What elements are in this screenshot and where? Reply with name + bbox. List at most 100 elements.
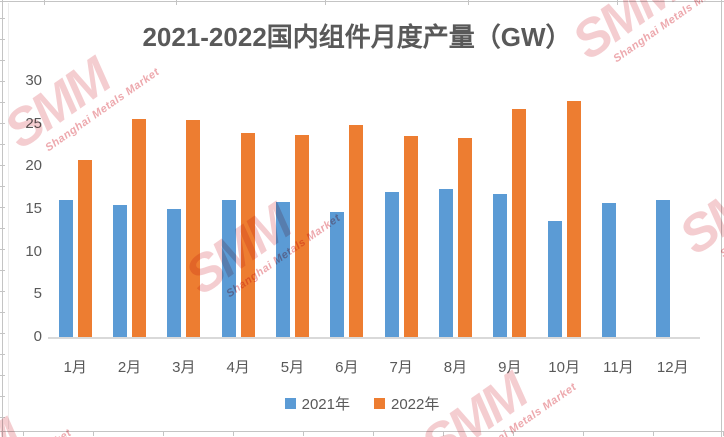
sheet-tick	[0, 396, 5, 397]
sheet-tick	[0, 354, 5, 355]
bar-2022年-6月[interactable]	[349, 125, 364, 337]
legend-swatch	[284, 397, 296, 409]
bar-2022年-8月[interactable]	[457, 138, 472, 337]
x-axis-label: 6月	[335, 359, 359, 376]
bar-2022年-2月[interactable]	[131, 119, 146, 337]
bar-2022年-9月[interactable]	[512, 109, 527, 337]
chart-area-border	[8, 3, 9, 429]
bar-group	[591, 81, 645, 337]
sheet-tick	[0, 186, 5, 187]
legend-swatch	[374, 397, 385, 409]
sheet-tick	[0, 207, 5, 208]
y-axis-label: 10	[25, 243, 42, 260]
sheet-tick	[373, 431, 374, 436]
legend-item-2021年[interactable]: 2021年	[284, 393, 350, 414]
sheet-tick	[0, 312, 5, 313]
bar-2021年-12月[interactable]	[656, 200, 671, 337]
bar-group	[102, 81, 156, 337]
bar-group	[483, 81, 537, 337]
bar-2021年-6月[interactable]	[330, 212, 345, 337]
x-axis-label: 1月	[63, 359, 87, 376]
sheet-tick	[0, 60, 5, 61]
sheet-tick	[653, 431, 654, 436]
bar-2021年-2月[interactable]	[112, 205, 127, 337]
bar-2021年-1月[interactable]	[58, 200, 73, 337]
plot-area	[48, 81, 700, 337]
sheet-tick	[0, 144, 5, 145]
sheet-tick	[0, 333, 5, 334]
sheet-tick	[0, 102, 5, 103]
sheet-tick	[0, 165, 5, 166]
legend-item-2022年[interactable]: 2022年	[374, 393, 439, 414]
bar-2022年-4月[interactable]	[240, 133, 255, 337]
bar-2021年-3月[interactable]	[167, 209, 182, 337]
sheet-tick	[0, 39, 5, 40]
sheet-tick	[325, 0, 326, 5]
x-axis-label: 10月	[548, 359, 580, 376]
sheet-tick	[176, 0, 177, 5]
sheet-tick	[0, 375, 5, 376]
sheet-tick	[0, 270, 5, 271]
sheet-tick	[0, 228, 5, 229]
y-axis-label: 25	[25, 115, 42, 132]
chart-title: 2021-2022国内组件月度产量（GW）	[142, 22, 572, 52]
sheet-tick	[513, 431, 514, 436]
sheet-gridline-left	[2, 0, 3, 437]
y-axis-label: 20	[25, 157, 42, 174]
bar-group	[157, 81, 211, 337]
x-axis-label: 7月	[389, 359, 413, 376]
bar-group	[646, 81, 700, 337]
bar-2021年-5月[interactable]	[275, 202, 290, 337]
bar-2022年-1月[interactable]	[77, 160, 92, 337]
x-axis-label: 4月	[226, 359, 250, 376]
sheet-gridline-right	[721, 0, 722, 437]
x-axis-label: 3月	[172, 359, 196, 376]
sheet-tick	[0, 18, 5, 19]
bar-2021年-11月[interactable]	[601, 203, 616, 337]
x-axis-label: 2月	[117, 359, 142, 376]
x-axis-label: 8月	[443, 359, 468, 376]
bar-2022年-7月[interactable]	[403, 136, 418, 337]
y-axis-label: 0	[33, 328, 42, 345]
x-axis-label: 12月	[656, 359, 689, 376]
y-axis-label: 30	[25, 72, 42, 89]
sheet-gridline-top	[0, 1, 724, 2]
sheet-tick	[443, 431, 444, 436]
sheet-gridline-bottom	[0, 431, 724, 432]
sheet-tick	[163, 431, 164, 436]
sheet-tick	[0, 123, 5, 124]
x-axis-label: 11月	[603, 359, 634, 376]
x-axis-label: 5月	[280, 359, 305, 376]
bar-2021年-7月[interactable]	[384, 192, 399, 337]
bar-2021年-10月[interactable]	[547, 221, 562, 337]
bar-group	[48, 81, 102, 337]
sheet-tick	[0, 291, 5, 292]
bar-group	[211, 81, 265, 337]
sheet-tick	[0, 249, 5, 250]
bar-2022年-5月[interactable]	[294, 135, 309, 337]
x-axis-line	[48, 337, 700, 339]
bar-group	[320, 81, 374, 337]
x-axis-labels: 1月 2月 3月 4月 5月 6月 7月 8月 9月 10月 11月 12月	[48, 356, 700, 380]
bar-2021年-4月[interactable]	[221, 200, 236, 337]
sheet-tick	[617, 0, 618, 5]
legend: 2021年 2022年	[0, 392, 724, 414]
bar-group	[374, 81, 428, 337]
sheet-tick	[93, 431, 94, 436]
sheet-tick	[0, 81, 5, 82]
bar-group	[537, 81, 591, 337]
x-axis-label: 9月	[498, 359, 522, 376]
bar-2021年-8月[interactable]	[438, 189, 453, 337]
bar-2022年-10月[interactable]	[566, 101, 581, 337]
legend-label: 2022年	[391, 395, 440, 413]
sheet-tick	[44, 0, 45, 5]
sheet-tick	[303, 431, 304, 436]
bar-2021年-9月[interactable]	[493, 194, 508, 337]
y-axis-label: 15	[25, 200, 42, 217]
sheet-tick	[23, 431, 24, 436]
bar-2022年-3月[interactable]	[186, 120, 201, 337]
legend-label: 2021年	[301, 395, 350, 413]
y-axis-label: 5	[33, 285, 42, 302]
sheet-tick	[0, 417, 5, 418]
bar-group	[428, 81, 482, 337]
